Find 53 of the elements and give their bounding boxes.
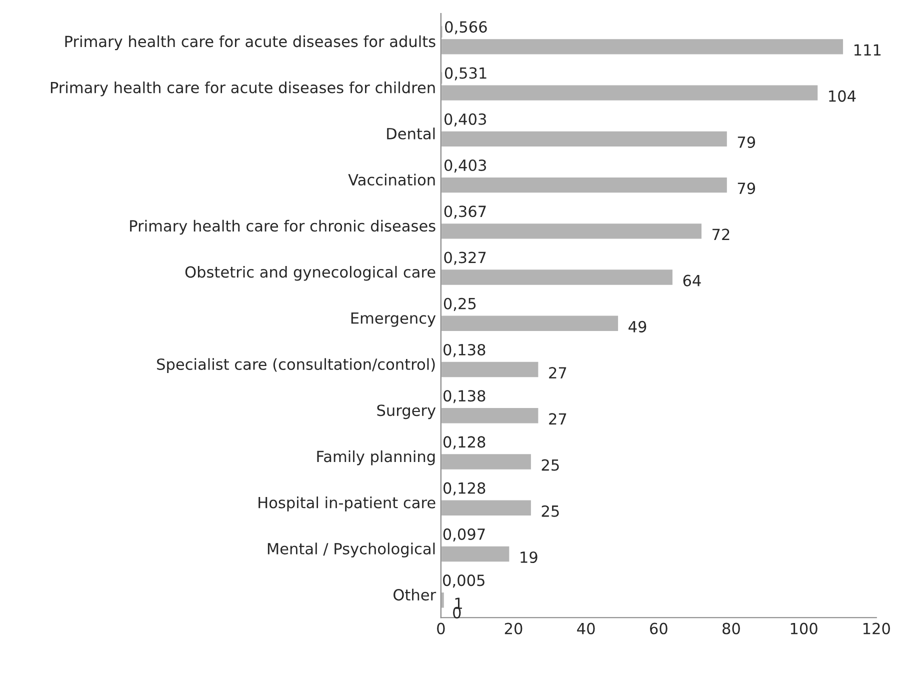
bar xyxy=(440,222,703,240)
y-tick-label: Primary health care for acute diseases for adults xyxy=(65,35,436,50)
data-label: 79 xyxy=(738,136,756,148)
data-label: 111 xyxy=(854,44,881,56)
data-label: 0,403 xyxy=(444,113,486,126)
x-tick-label: 100 xyxy=(790,622,818,634)
bar xyxy=(440,544,511,563)
y-tick-label: Vaccination xyxy=(348,174,435,186)
data-label: 0,25 xyxy=(444,298,476,311)
x-tick-label: 0 xyxy=(437,622,445,634)
data-label: 0,566 xyxy=(445,21,487,34)
data-label: 0,327 xyxy=(444,252,486,265)
x-tick-label: 120 xyxy=(863,622,890,634)
y-tick-label: Emergency xyxy=(351,312,436,327)
bar xyxy=(440,314,620,332)
y-tick-label: Surgery xyxy=(377,404,436,420)
data-label: 0,097 xyxy=(443,528,485,542)
bar xyxy=(440,268,674,286)
data-label: 0,138 xyxy=(444,344,486,358)
bar xyxy=(440,360,540,379)
data-label: 0,128 xyxy=(443,482,486,496)
y-tick-label: Other xyxy=(394,588,436,601)
y-tick-label: Specialist care (consultation/control) xyxy=(157,358,435,373)
bar xyxy=(440,452,532,471)
y-tick-label: Obstetric and gynecological care xyxy=(185,266,436,281)
data-label: 19 xyxy=(520,551,538,564)
bar xyxy=(440,406,540,425)
y-tick-label: Family planning xyxy=(317,450,435,466)
bar xyxy=(440,498,532,517)
data-label: 104 xyxy=(829,90,856,102)
data-label: 25 xyxy=(542,459,559,471)
data-label: 0,403 xyxy=(444,159,486,173)
y-tick-label: Primary health care for acute diseases for children xyxy=(50,81,435,96)
data-label: 0,138 xyxy=(444,390,486,404)
data-label: 0,531 xyxy=(444,67,486,80)
x-tick-label: 80 xyxy=(722,622,740,634)
y-tick-label: Mental / Psychological xyxy=(268,542,435,558)
data-label: 79 xyxy=(738,182,756,194)
data-label: 0,128 xyxy=(443,436,486,450)
data-label: 0,005 xyxy=(443,574,484,588)
data-label: 25 xyxy=(542,505,559,517)
data-label: 49 xyxy=(628,320,646,332)
y-tick-label: Dental xyxy=(387,128,435,140)
data-label: 27 xyxy=(549,367,566,378)
x-tick-label: 40 xyxy=(577,622,595,634)
data-label: 72 xyxy=(712,228,730,240)
x-tick-label: 60 xyxy=(650,622,668,634)
data-label: 0,367 xyxy=(444,206,486,219)
x-tick-label: 20 xyxy=(504,622,522,634)
data-label: 64 xyxy=(683,274,701,286)
y-tick-label: Hospital in-patient care xyxy=(258,496,436,512)
y-tick-label: Primary health care for chronic diseases xyxy=(130,220,436,235)
data-label: 27 xyxy=(549,413,566,424)
